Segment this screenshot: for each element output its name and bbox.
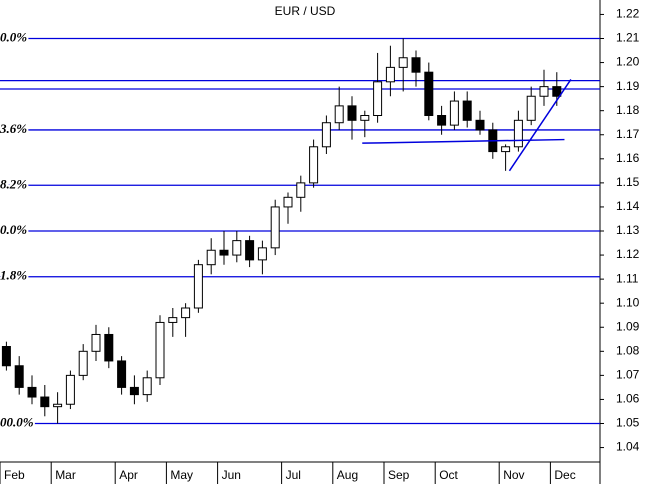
- candle-body: [373, 81, 383, 116]
- candle-body: [309, 146, 319, 184]
- level-label: 00.0%: [0, 414, 34, 429]
- candle-body: [321, 122, 331, 148]
- candle-body: [168, 317, 178, 323]
- y-tick-label: 1.05: [616, 416, 640, 430]
- candle-body: [296, 182, 306, 198]
- y-tick-label: 1.19: [616, 79, 640, 93]
- y-tick-label: 1.13: [616, 223, 640, 237]
- y-tick-label: 1.06: [616, 392, 640, 406]
- y-tick-label: 1.09: [616, 319, 640, 333]
- candle-body: [40, 396, 50, 408]
- x-tick-label: Jul: [286, 468, 301, 482]
- candle-body: [53, 403, 63, 408]
- x-tick-label: Jun: [222, 468, 241, 482]
- candle-body: [219, 249, 229, 256]
- candle-body: [462, 100, 472, 121]
- x-tick-label: Dec: [554, 468, 575, 482]
- candle-body: [347, 105, 357, 121]
- x-tick-label: Feb: [4, 468, 25, 482]
- y-tick-label: 1.08: [616, 343, 640, 357]
- candle-body: [526, 95, 536, 121]
- candle-body: [398, 57, 408, 68]
- candle-body: [283, 196, 293, 208]
- x-tick-label: Mar: [55, 468, 76, 482]
- candle-body: [117, 360, 127, 388]
- y-tick-label: 1.20: [616, 55, 640, 69]
- candle-body: [129, 386, 139, 396]
- y-tick-label: 1.07: [616, 368, 640, 382]
- level-label: 0.0%: [0, 29, 27, 44]
- y-tick-label: 1.14: [616, 199, 640, 213]
- y-tick-label: 1.15: [616, 175, 640, 189]
- candle-body: [27, 386, 37, 398]
- y-tick-label: 1.04: [616, 440, 640, 454]
- x-tick-label: May: [170, 468, 193, 482]
- trendline: [508, 78, 572, 172]
- x-tick-label: Oct: [439, 468, 458, 482]
- candle-body: [232, 240, 242, 256]
- y-tick-label: 1.17: [616, 127, 640, 141]
- y-tick-label: 1.10: [616, 295, 640, 309]
- x-tick-label: Nov: [503, 468, 524, 482]
- level-label: 3.6%: [0, 121, 27, 136]
- candle-body: [14, 365, 24, 388]
- level-label: 0.0%: [0, 222, 27, 237]
- level-label: 1.8%: [0, 268, 27, 283]
- y-tick-label: 1.12: [616, 247, 640, 261]
- candle-body: [501, 146, 511, 153]
- candle-body: [206, 249, 216, 266]
- candle-body: [385, 66, 395, 83]
- candle-body: [552, 86, 562, 97]
- y-tick-label: 1.11: [616, 271, 639, 285]
- candle-body: [245, 240, 255, 261]
- candle-body: [411, 57, 421, 73]
- trendline: [362, 138, 565, 144]
- candle-body: [270, 206, 280, 249]
- candle-body: [257, 247, 267, 261]
- candle-body: [1, 346, 11, 367]
- candle-body: [513, 119, 523, 148]
- candle-body: [424, 71, 434, 116]
- y-tick-label: 1.16: [616, 151, 640, 165]
- candle-body: [334, 105, 344, 124]
- candle-body: [104, 333, 114, 362]
- candle-body: [449, 100, 459, 126]
- x-tick-label: Apr: [119, 468, 138, 482]
- chart-title: EUR / USD: [275, 4, 336, 18]
- y-tick-label: 1.21: [616, 31, 640, 45]
- candle-body: [78, 350, 88, 376]
- candle-body: [475, 119, 485, 131]
- candle-body: [91, 333, 101, 352]
- candle-body: [360, 115, 370, 121]
- x-tick-label: Sep: [388, 468, 410, 482]
- candle-body: [193, 264, 203, 309]
- level-label: 8.2%: [0, 176, 27, 191]
- candle-body: [142, 377, 152, 396]
- y-tick-label: 1.18: [616, 103, 640, 117]
- candle-body: [181, 307, 191, 319]
- x-tick-label: Aug: [337, 468, 358, 482]
- candle-body: [539, 86, 549, 97]
- candle-body: [155, 321, 165, 379]
- y-tick-label: 1.22: [616, 7, 640, 21]
- candle-body: [437, 115, 447, 126]
- candle-body: [65, 374, 75, 405]
